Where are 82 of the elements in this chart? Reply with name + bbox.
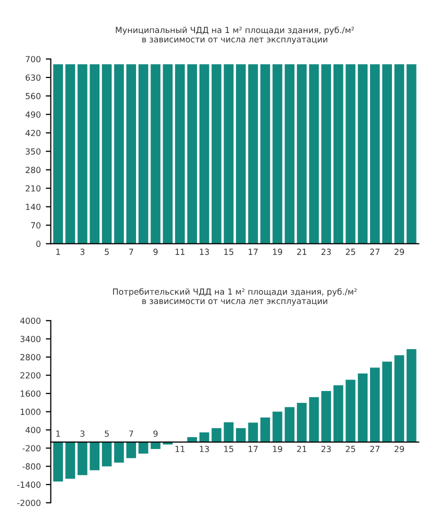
x-tick-label: 27 <box>370 446 380 452</box>
chart-title: Потребительский ЧДД на 1 м² площади здания, руб./м² в зависимости от числа лет эксплуатации <box>113 288 357 306</box>
bar <box>406 349 416 442</box>
bar <box>260 417 270 442</box>
x-tick-label: 3 <box>80 248 84 255</box>
bar <box>394 355 404 442</box>
x-tick-label: 11 <box>176 446 184 452</box>
y-tick-label: 700 <box>26 56 40 62</box>
x-tick-label: 5 <box>104 430 109 437</box>
bar <box>346 380 356 442</box>
x-tick-label: 21 <box>297 248 306 255</box>
bar <box>382 362 392 442</box>
y-tick-label: 2800 <box>20 354 40 360</box>
bar <box>321 391 332 442</box>
bar <box>102 442 112 466</box>
bar <box>358 373 368 442</box>
y-tick-label: 1600 <box>20 390 40 397</box>
bar <box>309 397 319 442</box>
x-tick-label: 1 <box>56 248 60 255</box>
x-tick-label: 15 <box>224 446 234 452</box>
bar <box>187 437 197 442</box>
x-tick-label: 17 <box>248 248 258 255</box>
y-tick-label: -200 <box>22 445 40 452</box>
x-tick-label: 19 <box>273 248 282 255</box>
bar <box>224 422 234 442</box>
y-tick-label: 0 <box>36 240 40 247</box>
x-tick-label: 17 <box>248 446 258 452</box>
x-tick-label: 5 <box>104 248 109 255</box>
y-tick-label: 490 <box>26 111 40 118</box>
x-tick-label: 13 <box>200 248 209 255</box>
y-tick-label: 4000 <box>20 318 40 324</box>
y-tick-label: 280 <box>26 166 40 174</box>
y-tick-label: 630 <box>26 74 40 81</box>
x-tick-label: 23 <box>321 446 331 452</box>
y-tick-label: 70 <box>31 222 40 228</box>
bar <box>150 442 160 450</box>
bar <box>272 412 282 442</box>
y-tick-label: 3400 <box>20 336 40 342</box>
x-tick-label: 7 <box>129 248 134 255</box>
y-tick-label: 2200 <box>20 372 40 379</box>
y-tick-label: 560 <box>26 92 40 100</box>
x-tick-label: 7 <box>129 430 134 437</box>
bar <box>65 442 76 479</box>
y-tick-label: 1000 <box>20 408 40 415</box>
x-tick-label: 29 <box>394 446 404 452</box>
x-tick-label: 13 <box>200 446 209 452</box>
y-tick-label: -1400 <box>17 482 40 488</box>
bar <box>284 407 294 442</box>
bar <box>138 442 148 454</box>
y-tick-label: 140 <box>26 204 40 210</box>
bar <box>296 402 307 442</box>
bar <box>199 432 210 442</box>
x-tick-label: 25 <box>346 248 356 255</box>
x-tick-label: 15 <box>224 248 234 255</box>
bar <box>114 442 124 463</box>
bar <box>53 442 63 482</box>
bar <box>333 385 344 442</box>
x-tick-label: 1 <box>56 430 60 437</box>
y-tick-label: 400 <box>26 426 40 434</box>
x-tick-label: 9 <box>153 430 158 437</box>
x-tick-label: 21 <box>297 446 306 452</box>
x-tick-label: 25 <box>346 446 356 452</box>
y-tick-label: 350 <box>26 148 40 155</box>
bar <box>78 442 88 476</box>
x-tick-label: 19 <box>273 446 282 452</box>
bar <box>126 442 136 458</box>
y-tick-label: 420 <box>26 130 40 136</box>
chart-title: Муниципальный ЧДД на 1 м² площади здания, руб./м² в зависимости от числа лет эксплуатации <box>116 26 354 44</box>
bar <box>370 368 380 442</box>
x-tick-label: 23 <box>321 248 331 255</box>
bar <box>248 422 258 442</box>
x-tick-label: 3 <box>80 430 84 437</box>
bar <box>212 428 222 442</box>
x-tick-label: 11 <box>176 248 184 255</box>
x-tick-label: 27 <box>370 248 380 255</box>
y-tick-label: -2000 <box>17 500 40 506</box>
bar <box>236 428 246 442</box>
bar <box>90 442 100 470</box>
y-tick-label: -800 <box>22 463 40 470</box>
x-tick-label: 9 <box>153 248 158 255</box>
y-tick-label: 210 <box>26 185 40 192</box>
x-tick-label: 29 <box>394 248 404 255</box>
